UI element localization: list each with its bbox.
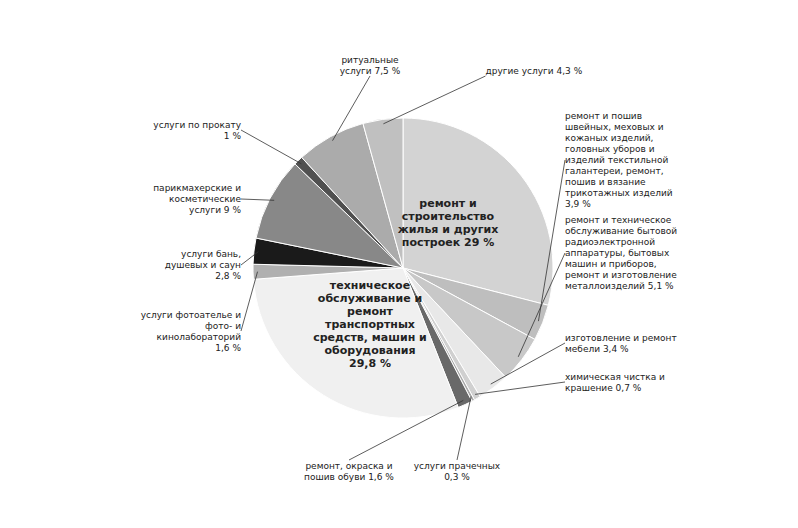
svg-text:техническоеобслуживание иремон: техническоеобслуживание иремонттранспорт… — [313, 279, 427, 370]
svg-text:услуги по прокату1 %: услуги по прокату1 % — [153, 120, 241, 141]
svg-text:услуги фотоателье ифото- икино: услуги фотоателье ифото- икинолаборатори… — [141, 310, 242, 353]
svg-text:услуги прачечных0,3 %: услуги прачечных0,3 % — [414, 461, 501, 482]
svg-text:услуги бань,душевых и саун2,8: услуги бань,душевых и саун2,8 % — [165, 249, 242, 281]
svg-text:изготовление и ремонтмебели 3,: изготовление и ремонтмебели 3,4 % — [565, 333, 677, 354]
svg-text:ремонт, окраска ипошив обуви 1: ремонт, окраска ипошив обуви 1,6 % — [304, 461, 394, 482]
svg-text:ремонт и техническоеобслуживан: ремонт и техническоеобслуживание бытовой… — [565, 215, 677, 291]
svg-text:другие услуги 4,3 %: другие услуги 4,3 % — [486, 66, 583, 76]
svg-text:ремонт и пошившвейных, меховых: ремонт и пошившвейных, меховых икожаных … — [565, 111, 673, 209]
svg-text:парикмахерские икосметическиеу: парикмахерские икосметическиеуслуги 9 % — [153, 183, 241, 215]
svg-text:ритуальныеуслуги 7,5 %: ритуальныеуслуги 7,5 % — [340, 55, 401, 76]
svg-text:химическая чистка икрашение 0,: химическая чистка икрашение 0,7 % — [565, 372, 665, 393]
svg-text:ремонт истроительствожилья и д: ремонт истроительствожилья и другихпостр… — [398, 197, 499, 249]
